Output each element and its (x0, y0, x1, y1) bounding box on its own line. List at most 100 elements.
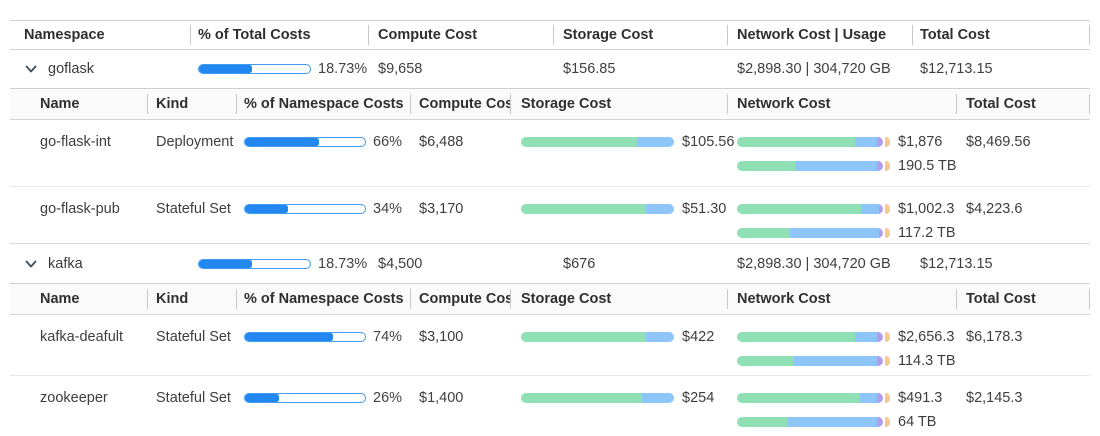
pct-namespace-cell: 26% (236, 389, 410, 407)
compute-cost-value: $9,658 (378, 61, 423, 77)
network-cost-cell: $491.3 64 TB (727, 389, 956, 431)
storage-cost-bar (521, 332, 674, 342)
col-header-total-cost: Total Cost (956, 284, 1090, 314)
col-header-compute-cost: Compute Cost (410, 284, 510, 314)
network-orange-tip (885, 137, 890, 147)
compute-cost-value: $6,488 (419, 134, 464, 150)
compute-cost-value: $4,500 (378, 255, 423, 272)
network-cost-bar (737, 137, 883, 147)
network-usage-value: 64 TB (898, 414, 937, 430)
chevron-down-icon[interactable] (23, 61, 39, 77)
network-green-segment (737, 356, 794, 366)
namespace-row-kafka[interactable]: kafka 18.73% $4,500 $676 $2,898.30 | 304… (10, 243, 1090, 283)
network-orange-tip (885, 393, 890, 403)
pct-namespace-value: 74% (373, 329, 403, 345)
pct-namespace-cell: 66% (236, 133, 410, 151)
storage-cost-bar (521, 204, 674, 214)
network-blue-segment (861, 204, 879, 214)
storage-cost-value: $105.56 (682, 134, 735, 150)
pct-namespace-cell: 34% (236, 200, 410, 218)
network-blue-segment (855, 137, 878, 147)
compute-cost-value: $3,100 (419, 329, 464, 345)
storage-green-segment (521, 332, 647, 342)
pct-namespace-bar-fill (245, 205, 289, 213)
col-header-namespace: Namespace (24, 27, 105, 43)
workload-name: zookeeper (40, 390, 108, 406)
network-purple-segment (877, 137, 883, 147)
network-usage-bar (737, 417, 883, 427)
col-header-compute-cost: Compute Cost (410, 89, 510, 119)
storage-blue-segment (646, 204, 674, 214)
col-header-total-cost: Total Cost (912, 21, 1090, 49)
network-blue-segment (789, 228, 879, 238)
chevron-down-icon[interactable] (23, 256, 39, 272)
network-green-segment (737, 393, 860, 403)
network-usage-bar (737, 228, 883, 238)
network-cost-bar (737, 393, 883, 403)
network-orange-tip (885, 332, 890, 342)
network-green-segment (737, 417, 789, 427)
network-usage-bar (737, 161, 883, 171)
network-purple-segment (877, 393, 883, 403)
storage-blue-segment (637, 137, 674, 147)
storage-blue-segment (646, 332, 674, 342)
table-body: Namespace % of Total Costs Compute Cost … (10, 20, 1090, 436)
top-spacer (0, 0, 1100, 20)
pct-total-cell: 18.73% (190, 61, 368, 77)
workload-kind: Stateful Set (156, 201, 231, 217)
col-header-pct-namespace: % of Namespace Costs (236, 89, 410, 119)
nested-header-row: Name Kind % of Namespace Costs Compute C… (10, 88, 1090, 120)
network-cost-value: $1,876 (898, 134, 943, 150)
network-blue-segment (859, 393, 878, 403)
network-orange-tip (885, 161, 890, 171)
network-usage-bar (737, 356, 883, 366)
storage-green-segment (521, 204, 647, 214)
compute-cost-value: $1,400 (419, 390, 464, 406)
pct-total-value: 18.73% (318, 61, 368, 77)
network-usage-value: 190.5 TB (898, 158, 957, 174)
network-usage-value: 114.3 TB (898, 353, 956, 369)
col-header-network-cost: Network Cost | Usage (727, 21, 912, 49)
network-purple-segment (877, 356, 883, 366)
col-header-name: Name (40, 96, 80, 112)
pct-total-cell: 18.73% (190, 256, 368, 272)
pct-namespace-value: 34% (373, 201, 403, 217)
network-cost-cell: $1,002.3 117.2 TB (727, 200, 956, 242)
network-cost-value: $2,656.3 (898, 329, 955, 345)
storage-cost-value: $676 (563, 255, 596, 272)
storage-green-segment (521, 137, 638, 147)
network-cost-value: $491.3 (898, 390, 943, 406)
namespace-label: goflask (48, 61, 94, 77)
network-purple-segment (877, 417, 883, 427)
pct-namespace-bar (244, 137, 366, 147)
network-cost-usage-value: $2,898.30 | 304,720 GB (737, 255, 891, 272)
namespace-cell: goflask (10, 61, 190, 77)
total-cost-value: $4,223.6 (966, 201, 1023, 217)
storage-cost-value: $156.85 (563, 61, 616, 77)
pct-total-bar-fill (199, 65, 253, 73)
pct-namespace-value: 26% (373, 390, 403, 406)
network-blue-segment (855, 332, 878, 342)
network-green-segment (737, 332, 856, 342)
network-cost-cell: $2,656.3 114.3 TB (727, 328, 956, 370)
network-cost-value: $1,002.3 (898, 201, 955, 217)
storage-green-segment (521, 393, 642, 403)
network-green-segment (737, 228, 790, 238)
workload-row-go-flask-int: go-flask-int Deployment 66% $6,488 $105.… (10, 120, 1090, 186)
storage-cost-cell: $105.56 (510, 133, 734, 151)
total-cost-value: $2,145.3 (966, 390, 1023, 406)
pct-namespace-cell: 74% (236, 328, 410, 346)
namespace-cell: kafka (10, 256, 190, 272)
network-purple-segment (877, 332, 883, 342)
network-orange-tip (885, 228, 890, 238)
workload-kind: Deployment (156, 134, 234, 150)
storage-cost-value: $51.30 (682, 201, 727, 217)
namespace-row-goflask[interactable]: goflask 18.73% $9,658 $156.85 $2,898.30 … (10, 50, 1090, 88)
network-orange-tip (885, 356, 890, 366)
pct-total-bar-fill (199, 259, 253, 268)
col-header-pct-total: % of Total Costs (190, 21, 368, 49)
workload-row-zookeeper: zookeeper Stateful Set 26% $1,400 $254 (10, 375, 1090, 436)
col-header-total-cost: Total Cost (956, 89, 1090, 119)
storage-cost-cell: $51.30 (510, 200, 727, 218)
pct-namespace-bar (244, 204, 366, 214)
